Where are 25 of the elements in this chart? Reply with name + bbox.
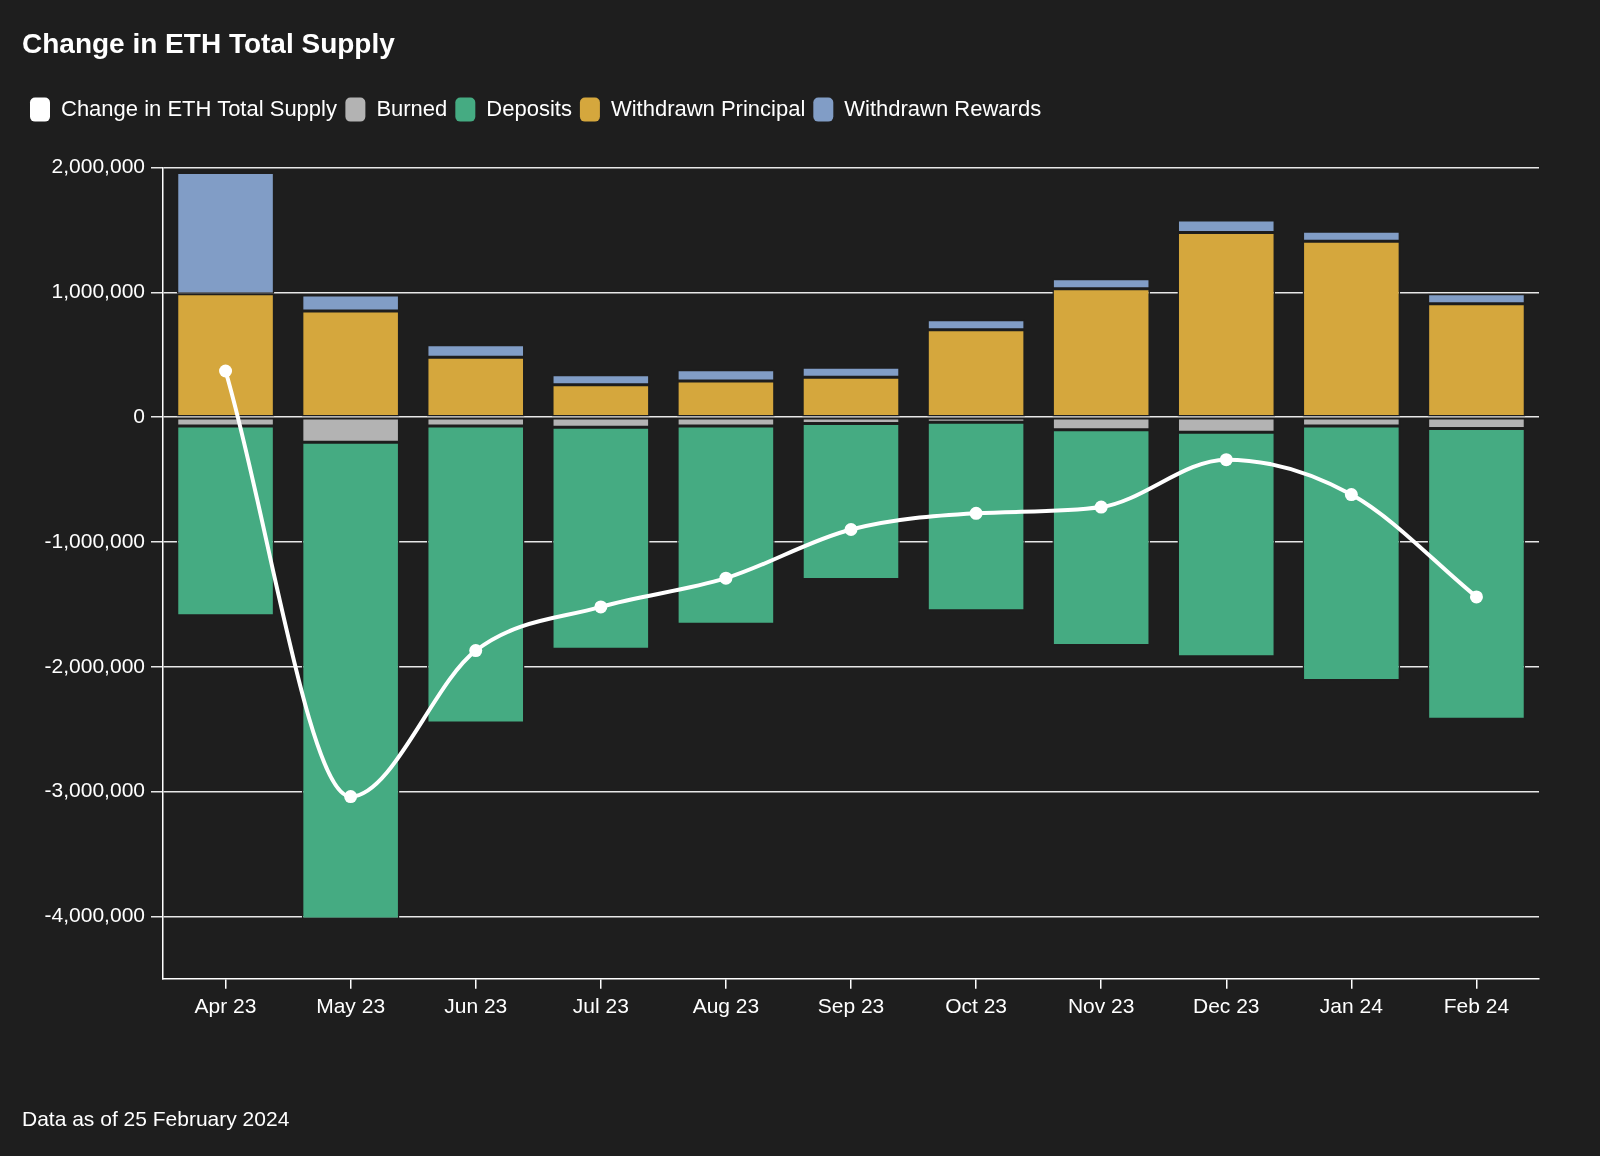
x-tick-label: Dec 23 — [1193, 994, 1260, 1018]
legend-label: Deposits — [486, 95, 572, 121]
legend-label: Withdrawn Principal — [610, 95, 806, 121]
y-tick-label: -1,000,000 — [44, 528, 145, 552]
legend-label: Withdrawn Rewards — [844, 95, 1042, 121]
y-tick-label: -3,000,000 — [44, 778, 145, 802]
y-tick-label: 1,000,000 — [51, 279, 145, 303]
x-tick-label: Jun 23 — [444, 994, 508, 1018]
legend-label: Burned — [376, 95, 448, 121]
y-tick-label: -4,000,000 — [44, 903, 145, 927]
y-tick-label: 2,000,000 — [51, 154, 145, 178]
y-tick-label: -2,000,000 — [44, 653, 145, 677]
x-tick-label: Sep 23 — [817, 994, 885, 1018]
x-tick-label: Jul 23 — [572, 994, 629, 1018]
x-tick-label: May 23 — [316, 994, 386, 1018]
x-tick-label: Oct 23 — [945, 994, 1008, 1018]
x-tick-label: Nov 23 — [1067, 994, 1135, 1018]
legend-label: Change in ETH Total Supply — [61, 95, 337, 121]
x-tick-label: Feb 24 — [1443, 994, 1510, 1018]
y-tick-label: 0 — [133, 404, 145, 427]
text: Data as of 25 February 2024 — [22, 1106, 290, 1132]
x-tick-label: Jan 24 — [1319, 994, 1384, 1018]
x-tick-label: Apr 23 — [194, 994, 257, 1018]
x-tick-label: Aug 23 — [692, 994, 760, 1018]
chart-title: Change in ETH Total Supply — [22, 27, 396, 59]
